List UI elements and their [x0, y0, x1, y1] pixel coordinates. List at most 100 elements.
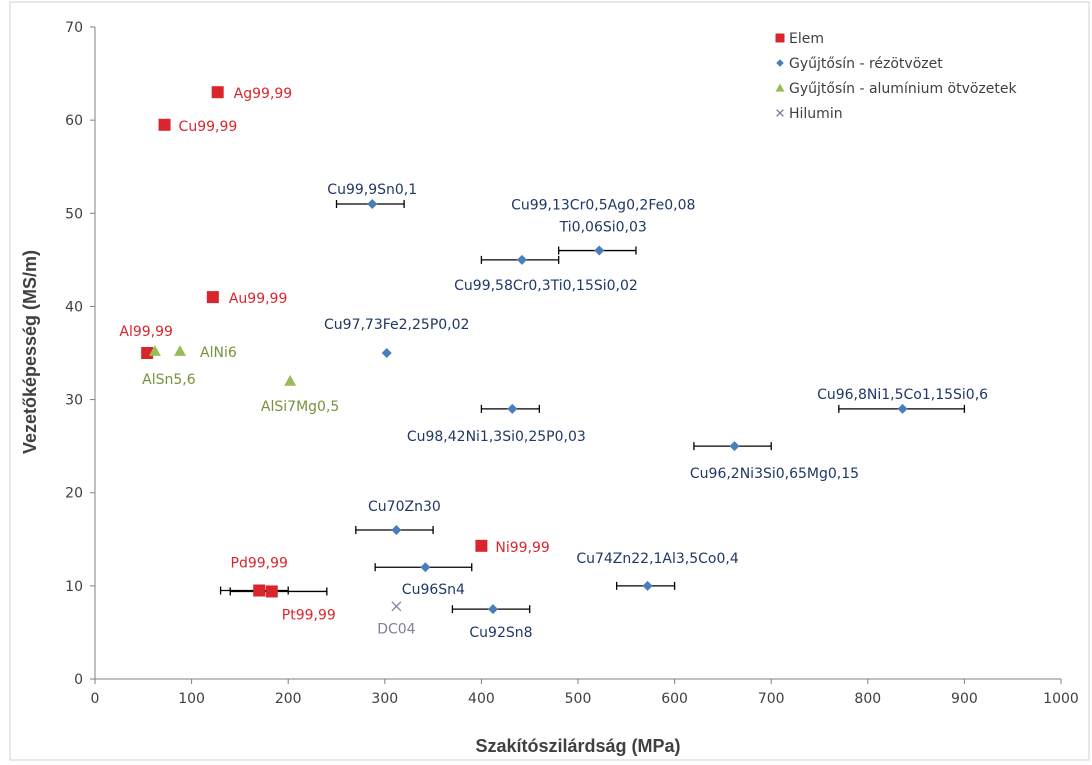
- legend-symbol: [775, 33, 785, 43]
- data-point: [487, 604, 498, 615]
- legend-entry: Gyűjtősín - alumínium ötvözetek: [775, 81, 1018, 97]
- legend-symbol: [775, 83, 785, 92]
- chart-area-border: [9, 1, 1090, 761]
- data-label-line: Cu99,58Cr0,3Ti0,15Si0,02: [454, 278, 638, 294]
- x-tick-label: 600: [661, 691, 688, 707]
- legend-entry: Elem: [775, 31, 824, 47]
- y-tick-label: 10: [65, 579, 83, 595]
- data-label-line: Cu74Zn22,1Al3,5Co0,4: [576, 551, 739, 567]
- data-label: Cu99,99: [179, 119, 238, 135]
- data-label: Cu96,2Ni3Si0,65Mg0,15: [690, 466, 859, 482]
- data-label: Al99,99: [119, 324, 173, 340]
- data-label: Cu96Sn4: [402, 582, 465, 598]
- y-tick-label: 70: [65, 20, 83, 36]
- data-label: Cu99,9Sn0,1: [327, 182, 417, 198]
- data-label-line: Cu92Sn8: [469, 625, 532, 641]
- legend-label: Hilumin: [789, 106, 843, 122]
- data-label-line: Pd99,99: [231, 556, 288, 572]
- legend-label: Gyűjtősín - rézötvözet: [789, 56, 943, 72]
- data-markers: [141, 86, 908, 615]
- legend-entry: Gyűjtősín - rézötvözet: [776, 56, 943, 72]
- data-point: [391, 524, 402, 535]
- data-label-line: Cu98,42Ni1,3Si0,25P0,03: [407, 429, 586, 445]
- data-label: Cu99,58Cr0,3Ti0,15Si0,02: [454, 278, 638, 294]
- data-label-line: Cu99,9Sn0,1: [327, 182, 417, 198]
- data-point: [211, 86, 224, 99]
- data-point: [367, 198, 378, 209]
- data-point: [141, 347, 154, 359]
- data-label-line: Cu97,73Fe2,25P0,02: [324, 317, 469, 333]
- data-label-line: Au99,99: [229, 291, 288, 307]
- legend-label: Elem: [789, 31, 824, 47]
- x-tick-label: 100: [178, 691, 205, 707]
- x-tick-label: 700: [758, 691, 785, 707]
- y-tick-label: 40: [65, 299, 83, 315]
- y-tick-label: 50: [65, 206, 83, 222]
- x-tick-label: 500: [565, 691, 592, 707]
- data-label: Cu97,73Fe2,25P0,02: [324, 317, 469, 333]
- y-tick-label: 30: [65, 393, 83, 409]
- data-point: [420, 562, 431, 573]
- x-tick-label: 300: [371, 691, 398, 707]
- x-tick-labels: 0 100 200 300 400 500 600 700 800 900 1000: [91, 679, 1079, 707]
- data-point: [594, 245, 605, 256]
- y-tick-label: 20: [65, 486, 83, 502]
- data-label: AlSi7Mg0,5: [261, 399, 339, 415]
- y-tick-label: 60: [65, 113, 83, 129]
- data-label: AlSn5,6: [142, 372, 196, 388]
- data-label: Cu98,42Ni1,3Si0,25P0,03: [407, 429, 586, 445]
- data-label: Cu70Zn30: [368, 499, 441, 515]
- data-label-line: AlNi6: [200, 345, 237, 361]
- data-point: [475, 539, 488, 552]
- data-label: Ag99,99: [234, 86, 293, 102]
- data-label: Cu92Sn8: [469, 625, 532, 641]
- data-labels: Ag99,99 Cu99,99 Au99,99 Al99,99 Ni99,99 Pd99,…: [119, 86, 988, 641]
- legend-symbol: [776, 109, 784, 117]
- data-label: DC04: [377, 621, 415, 637]
- data-label-line: AlSn5,6: [142, 372, 196, 388]
- data-label-line: Cu70Zn30: [368, 499, 441, 515]
- data-label: Pd99,99: [231, 556, 288, 572]
- data-label: Pt99,99: [282, 607, 336, 623]
- data-point: [391, 601, 402, 612]
- data-label-line: Pt99,99: [282, 607, 336, 623]
- data-label: Au99,99: [229, 291, 288, 307]
- data-point: [516, 254, 527, 265]
- data-point: [174, 345, 187, 356]
- legend-symbol-stroke: [776, 109, 784, 117]
- data-label: AlNi6: [200, 345, 237, 361]
- legend-entry: Hilumin: [776, 106, 843, 122]
- data-label-line: Cu99,99: [179, 119, 238, 135]
- data-label: Cu74Zn22,1Al3,5Co0,4: [576, 551, 739, 567]
- data-point-stroke: [391, 601, 402, 612]
- data-point: [729, 441, 740, 452]
- data-label-line: Ti0,06Si0,03: [559, 220, 647, 236]
- x-tick-label: 200: [275, 691, 302, 707]
- data-point: [507, 403, 518, 414]
- data-label-line: Cu96Sn4: [402, 582, 465, 598]
- data-label-line: Cu96,8Ni1,5Co1,15Si0,6: [817, 387, 988, 403]
- data-label-line: Al99,99: [119, 324, 173, 340]
- x-tick-label: 900: [951, 691, 978, 707]
- y-tick-label: 0: [74, 672, 83, 688]
- data-point: [148, 345, 161, 356]
- data-point: [284, 374, 297, 386]
- data-point: [206, 291, 219, 304]
- x-tick-label: 800: [854, 691, 881, 707]
- legend-symbol: [776, 59, 784, 67]
- y-tick-labels: 0 10 20 30 40 50 60 70: [65, 20, 95, 688]
- data-label-line: DC04: [377, 621, 415, 637]
- data-label-line: Cu96,2Ni3Si0,65Mg0,15: [690, 466, 859, 482]
- legend: Elem Gyűjtősín - rézötvözet Gyűjtősín - al…: [775, 31, 1018, 122]
- data-label: Cu96,8Ni1,5Co1,15Si0,6: [817, 387, 988, 403]
- data-label-line: Ni99,99: [495, 540, 549, 556]
- data-point: [158, 118, 171, 131]
- x-tick-label: 1000: [1043, 691, 1079, 707]
- x-axis-title: Szakítószilárdság (MPa): [475, 736, 680, 756]
- data-point: [897, 403, 908, 414]
- data-label-line: Ag99,99: [234, 86, 293, 102]
- data-label-line: Cu99,13Cr0,5Ag0,2Fe0,08: [511, 198, 695, 214]
- data-label-line: AlSi7Mg0,5: [261, 399, 339, 415]
- data-point: [253, 584, 266, 597]
